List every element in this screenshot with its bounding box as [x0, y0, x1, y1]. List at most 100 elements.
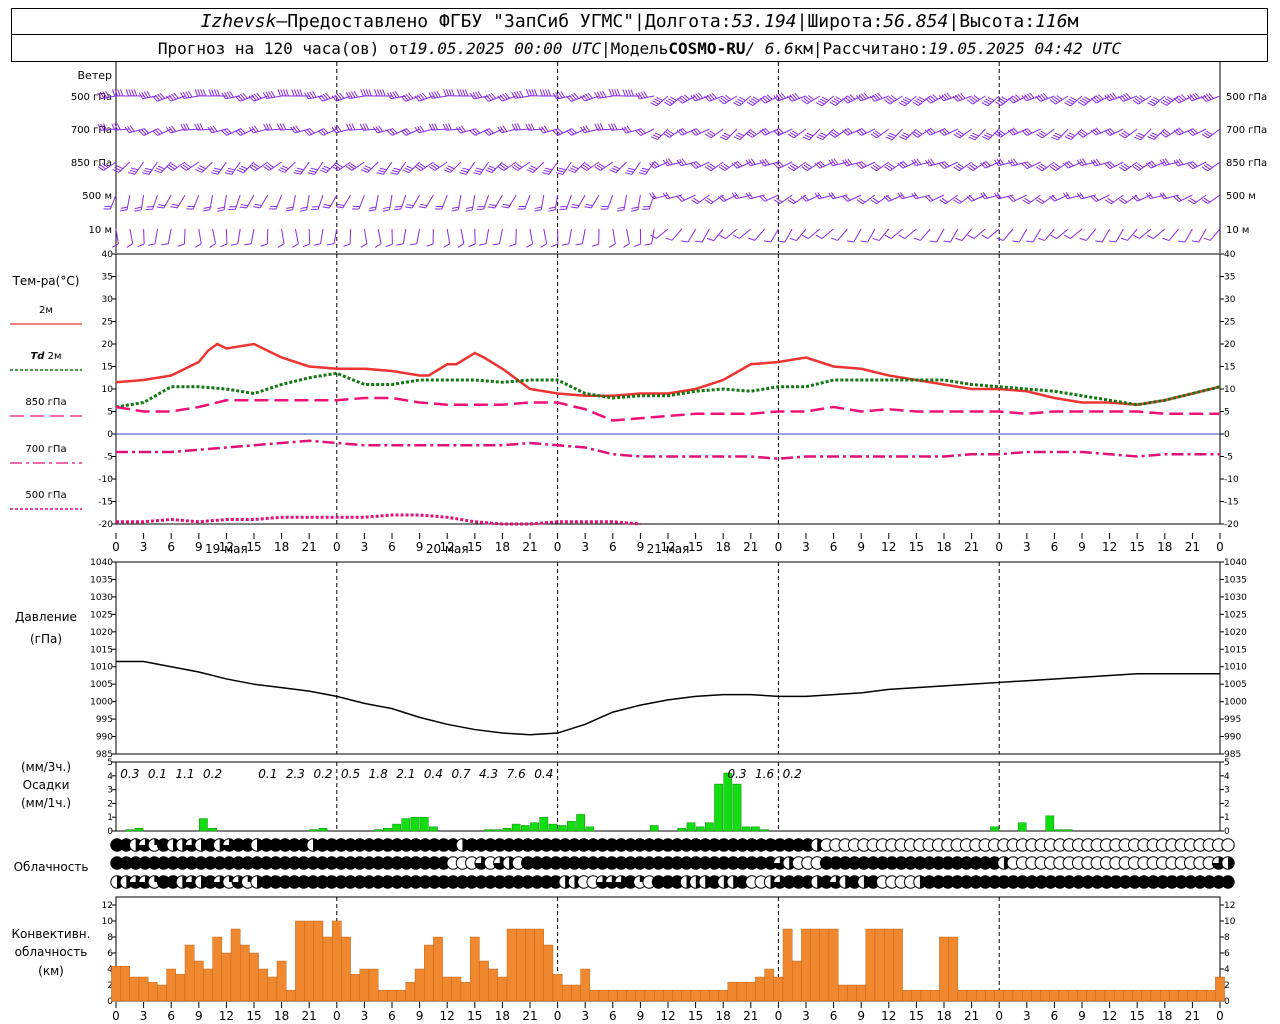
wind-barb-feather [902, 98, 910, 103]
convective-hour-label: 6 [1051, 1009, 1059, 1023]
convective-bar [166, 968, 177, 1002]
wind-barb-feather [608, 88, 613, 96]
wind-barb-feather [967, 234, 975, 240]
wind-barb-feather [419, 93, 425, 100]
wind-barb-feather [1203, 132, 1211, 137]
wind-barb-feather [368, 209, 376, 212]
wind-barb-feather [582, 126, 588, 133]
wind-barb-feather [180, 165, 187, 171]
wind-barb-feather [221, 92, 226, 99]
wind-barb-feather [351, 123, 356, 130]
precip-bar [677, 827, 687, 832]
wind-barb-feather [1079, 131, 1086, 137]
wind-barb-feather [487, 167, 494, 172]
precip-unit-1h: (мм/1ч.) [21, 796, 71, 810]
convective-bar [598, 990, 609, 1002]
wind-barb-feather [455, 127, 461, 134]
wind-barb-feather [900, 192, 905, 199]
wind-barb-staff [115, 228, 119, 244]
wind-barb-feather [1173, 97, 1180, 104]
convective-bar [378, 990, 388, 1002]
wind-barb-feather [1134, 194, 1141, 201]
wind-barb-feather [1200, 95, 1207, 102]
wind-barb-feather [408, 92, 414, 99]
wind-barb-feather [953, 133, 960, 139]
wind-barb-feather [748, 237, 755, 241]
wind-barb-feather [313, 243, 321, 246]
wind-barb-feather [525, 123, 530, 131]
wind-barb-feather [208, 89, 212, 97]
temp-hour-label: 12 [660, 540, 675, 554]
wind-barb-feather [1015, 94, 1022, 100]
wind-barb-feather [690, 95, 696, 102]
header-dash: — [276, 11, 288, 32]
wind-barb-feather [1166, 96, 1174, 101]
wind-barb-feather [116, 123, 121, 130]
wind-barb-feather [224, 172, 232, 175]
wind-level-label-left: 10 м [89, 225, 112, 236]
convective-plot [111, 920, 1225, 1002]
cloud-symbol-fill [129, 875, 142, 889]
wind-barb-feather [1148, 161, 1154, 168]
convective-bar [828, 928, 839, 1002]
wind-barb-feather [571, 165, 579, 170]
subheader-sep-1: | [600, 38, 611, 58]
longitude-label: Долгота: [644, 11, 732, 32]
wind-barb-feather [1175, 128, 1182, 135]
wind-barb-feather [168, 126, 174, 133]
wind-barb-feather [534, 89, 538, 97]
wind-barb-feather [613, 165, 621, 170]
wind-barb-feather [957, 163, 965, 169]
temp-tick-label: -10 [1224, 475, 1239, 485]
wind-barb-feather [263, 123, 268, 131]
temp-hour-label: 21 [522, 540, 537, 554]
wind-barb-feather [217, 209, 225, 212]
wind-barb-feather [911, 192, 917, 200]
wind-barb-feather [1064, 102, 1071, 107]
model-name: COSMO-RU [668, 38, 746, 58]
wind-barb-feather [552, 92, 558, 100]
wind-barb-feather [720, 195, 727, 201]
wind-level-label-left: 500 м [82, 191, 112, 202]
wind-barb-feather [719, 234, 726, 240]
wind-barb-feather [706, 94, 713, 101]
wind-barb-feather [382, 209, 390, 212]
pressure-unit: (гПа) [30, 632, 62, 646]
wind-barb-feather [932, 94, 939, 100]
wind-barb-feather [704, 95, 710, 102]
convective-bar [322, 936, 333, 1002]
wind-barb-feather [131, 167, 139, 171]
wind-barb-feather [1007, 97, 1014, 104]
wind-barb-feather [897, 162, 904, 169]
wind-barb-feather [202, 89, 207, 97]
wind-barb-feather [1012, 240, 1020, 243]
temp-legend-td: Td [30, 351, 45, 362]
convective-bar [138, 976, 149, 1002]
wind-barb-staff [320, 228, 324, 244]
wind-barb-feather [584, 206, 592, 209]
wind-barb-feather [116, 165, 124, 170]
wind-barb-feather [323, 165, 331, 170]
wind-barb-feather [635, 130, 642, 136]
wind-barb-feather [165, 95, 172, 102]
wind-barb-feather [1040, 163, 1047, 169]
computed-time: 19.05.2025 04:42 UTC [928, 38, 1122, 58]
wind-barb-feather [820, 132, 827, 137]
latitude-label: Широта: [807, 11, 884, 32]
wind-barb-feather [472, 129, 478, 135]
temp-hour-label: 0 [333, 540, 341, 554]
wind-barb-feather [1159, 192, 1165, 200]
wind-barb-feather [1108, 240, 1117, 243]
pressure-tick-label: 1005 [90, 680, 113, 690]
wind-barb-feather [833, 98, 841, 103]
wind-barb-staff [1002, 228, 1014, 241]
wind-barb-feather [1205, 93, 1212, 100]
convective-bar [1159, 990, 1170, 1002]
wind-barb-feather [419, 125, 425, 132]
wind-barb-feather [226, 170, 234, 173]
wind-barb-feather [617, 209, 625, 212]
wind-barb-feather [485, 169, 493, 174]
wind-barb-feather [821, 96, 829, 101]
wind-barb-feather [1192, 93, 1198, 100]
convective-hour-label: 3 [802, 1009, 810, 1023]
